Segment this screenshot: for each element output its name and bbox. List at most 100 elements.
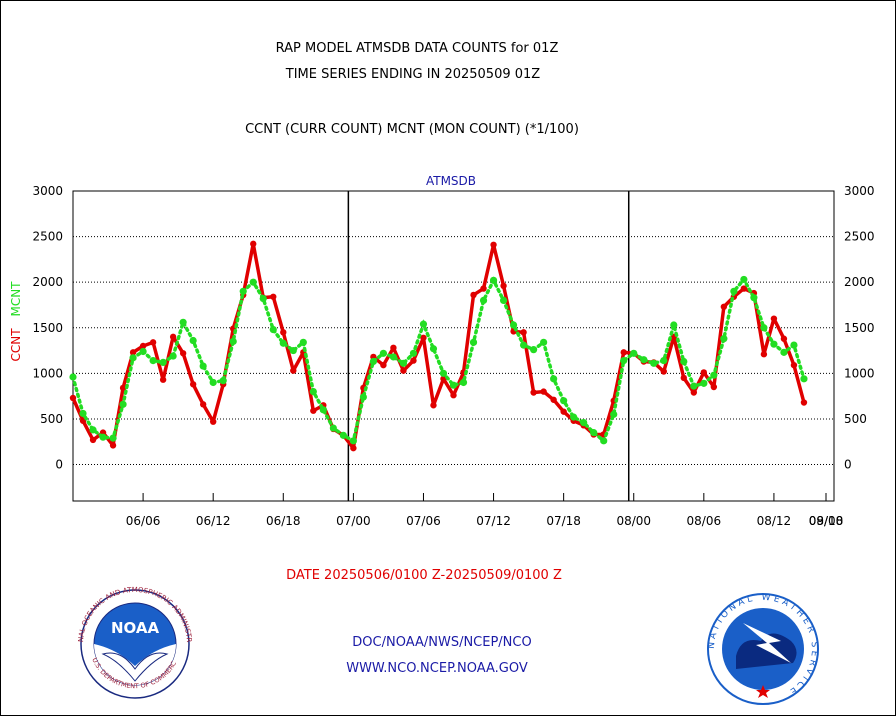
- data-point-mcnt: [760, 324, 768, 332]
- data-point-mcnt: [229, 337, 237, 346]
- data-point-ccnt: [380, 361, 387, 369]
- data-point-ccnt: [470, 291, 477, 299]
- noaa-logo-text: NOAA: [111, 619, 160, 637]
- noaa-logo-ring-bottom-text: U.S. DEPARTMENT OF COMMERCE: [1, 1, 178, 690]
- data-point-mcnt: [580, 418, 588, 427]
- chart-title-line2: TIME SERIES ENDING IN 20250509 01Z: [285, 67, 541, 82]
- data-point-mcnt: [299, 338, 307, 346]
- chart-title-line1: RAP MODEL ATMSDB DATA COUNTS for 01Z: [276, 41, 559, 56]
- data-point-mcnt: [89, 426, 97, 434]
- data-point-mcnt: [329, 424, 337, 432]
- data-point-ccnt: [420, 334, 427, 341]
- y-tick-label-left: 3000: [32, 184, 63, 198]
- noaa-logo-ring-bottom-path: U.S. DEPARTMENT OF COMMERCE: [0, 0, 178, 690]
- data-point-ccnt: [720, 303, 728, 310]
- data-point-mcnt: [209, 378, 217, 387]
- data-point-ccnt: [550, 396, 557, 403]
- data-point-mcnt: [519, 341, 528, 349]
- data-point-mcnt: [650, 359, 658, 367]
- data-point-ccnt: [700, 369, 708, 376]
- data-point-mcnt: [359, 393, 367, 401]
- data-point-mcnt: [219, 377, 227, 385]
- data-point-mcnt: [199, 362, 207, 370]
- x-tick-label: 09/00: [809, 514, 844, 528]
- data-point-mcnt: [429, 345, 438, 353]
- footer-org-text: DOC/NOAA/NWS/NCEP/NCO: [352, 635, 531, 650]
- data-point-ccnt: [149, 339, 157, 346]
- data-point-ccnt: [410, 357, 417, 364]
- data-point-ccnt: [540, 388, 547, 395]
- data-point-mcnt: [630, 349, 638, 357]
- x-tick-label: 06/12: [196, 514, 231, 528]
- data-point-mcnt: [259, 294, 267, 303]
- y-tick-label-left: 500: [40, 412, 63, 426]
- data-point-ccnt: [660, 368, 667, 375]
- data-point-ccnt: [250, 240, 257, 248]
- data-point-mcnt: [349, 437, 357, 445]
- data-point-mcnt: [670, 321, 678, 329]
- y-tick-label-left: 1000: [32, 366, 63, 380]
- data-point-mcnt: [249, 278, 257, 286]
- plot-frame: [72, 190, 835, 502]
- nws-logo: NATIONAL WEATHER SERVICE: [707, 593, 819, 705]
- y-tick-label-left: 2500: [32, 230, 63, 244]
- data-point-ccnt: [199, 401, 207, 408]
- data-point-mcnt: [109, 434, 117, 442]
- data-point-ccnt: [620, 349, 627, 356]
- data-point-ccnt: [159, 376, 167, 383]
- data-point-mcnt: [469, 338, 478, 346]
- data-point-ccnt: [680, 374, 688, 382]
- data-point-mcnt: [339, 431, 347, 439]
- data-point-mcnt: [740, 275, 748, 284]
- data-point-mcnt: [479, 296, 488, 305]
- data-point-ccnt: [530, 389, 537, 396]
- data-point-mcnt: [690, 382, 698, 390]
- data-point-ccnt: [770, 315, 778, 322]
- data-point-mcnt: [509, 321, 518, 329]
- x-tick-label: 08/12: [757, 514, 792, 528]
- chart-title-line3: CCNT (CURR COUNT) MCNT (MON COUNT) (*1/1…: [245, 122, 579, 137]
- data-point-mcnt: [459, 378, 468, 387]
- data-point-mcnt: [590, 429, 598, 437]
- nws-star-icon: [756, 685, 770, 698]
- y-tick-label-right: 0: [844, 458, 852, 472]
- data-point-mcnt: [369, 357, 377, 366]
- data-point-mcnt: [710, 371, 718, 379]
- data-point-mcnt: [640, 356, 648, 364]
- data-point-mcnt: [379, 349, 388, 357]
- data-point-mcnt: [750, 294, 758, 302]
- noaa-logo-ring-text: NATIONAL OCEANIC AND ATMOSPHERIC ADMINIS…: [1, 1, 193, 643]
- noaa-logo-ring-path: NATIONAL OCEANIC AND ATMOSPHERIC ADMINIS…: [0, 0, 193, 643]
- data-point-mcnt: [99, 433, 107, 441]
- data-point-mcnt: [530, 346, 538, 354]
- data-point-ccnt: [109, 442, 117, 449]
- y-tick-label-right: 3000: [844, 184, 875, 198]
- data-point-mcnt: [700, 379, 708, 387]
- data-point-mcnt: [439, 369, 448, 377]
- y-tick-label-left: 2000: [32, 275, 63, 289]
- data-point-mcnt: [489, 276, 498, 284]
- x-tick-label: 08/00: [616, 514, 651, 528]
- data-point-mcnt: [239, 287, 247, 295]
- y-tick-label-right: 2500: [844, 230, 875, 244]
- data-point-ccnt: [760, 351, 768, 358]
- y-tick-label-left: 0: [55, 458, 63, 472]
- data-point-ccnt: [280, 329, 287, 336]
- data-point-ccnt: [710, 383, 718, 391]
- data-point-mcnt: [720, 335, 728, 343]
- data-point-ccnt: [139, 342, 147, 350]
- y-axis-label-ccnt: CCNT: [9, 328, 23, 362]
- data-point-mcnt: [289, 346, 297, 355]
- data-point-mcnt: [139, 347, 147, 356]
- series-line-mcnt: [71, 276, 806, 444]
- data-point-mcnt: [319, 406, 327, 414]
- data-point-mcnt: [570, 413, 578, 421]
- data-point-ccnt: [690, 389, 698, 396]
- data-point-mcnt: [169, 352, 177, 360]
- x-tick-label: 07/00: [336, 514, 371, 528]
- x-tick-label: 06/06: [126, 514, 161, 528]
- x-tick-label: 08/06: [687, 514, 722, 528]
- data-point-mcnt: [730, 287, 738, 295]
- y-tick-label-right: 500: [844, 412, 867, 426]
- data-point-mcnt: [149, 356, 157, 365]
